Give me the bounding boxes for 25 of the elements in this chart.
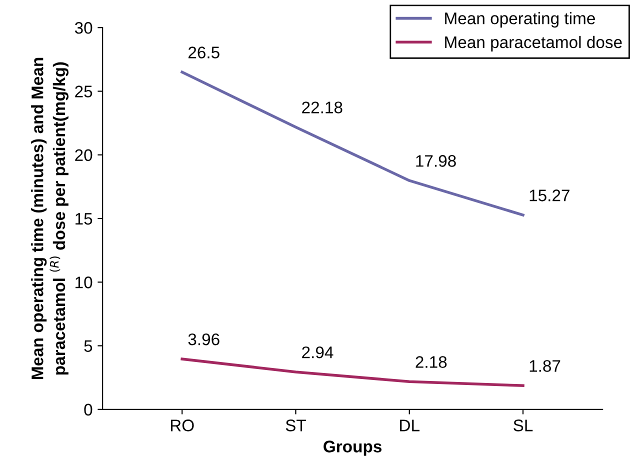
x-axis-title: Groups xyxy=(324,440,382,456)
y-tick-label: 25 xyxy=(75,86,92,98)
y-tick-label: 5 xyxy=(84,340,92,352)
y-tick-label: 30 xyxy=(74,22,92,34)
data-label: 3.96 xyxy=(188,333,220,346)
data-label: 26.5 xyxy=(188,46,220,58)
y-tick-label: 20 xyxy=(75,149,92,162)
data-label: 2.18 xyxy=(416,356,447,368)
y-tick-label: 15 xyxy=(76,213,92,225)
line-series xyxy=(180,70,524,216)
line-series xyxy=(180,358,524,387)
x-tick-label: RO xyxy=(170,420,194,432)
data-label: 15.27 xyxy=(530,190,570,202)
legend-label: Mean operating time xyxy=(445,12,595,28)
x-tick-label: SL xyxy=(514,420,533,432)
y-axis-title: Mean operating time (minutes) and Mean paracetamol $^{(R)}$ dose per patient(mg/kg) xyxy=(31,58,69,379)
x-tick-label: DL xyxy=(400,420,420,432)
data-label: 22.18 xyxy=(302,102,342,114)
data-label: 2.94 xyxy=(302,346,334,358)
x-tick-label: ST xyxy=(286,420,306,432)
data-label: 1.87 xyxy=(530,360,560,372)
y-tick-label: 0 xyxy=(84,404,92,416)
legend-label: Mean paracetamol dose xyxy=(445,36,622,52)
y-tick-label: 10 xyxy=(76,276,92,288)
data-label: 17.98 xyxy=(416,155,456,167)
